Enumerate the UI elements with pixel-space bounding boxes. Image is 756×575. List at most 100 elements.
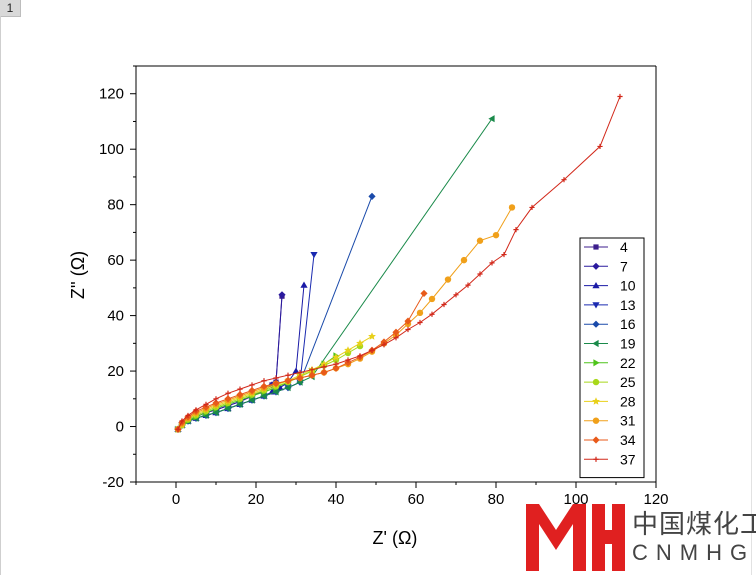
data-point-37-0 <box>175 426 181 432</box>
data-point-37-27 <box>477 271 483 277</box>
data-point-37-17 <box>357 353 363 359</box>
left-border <box>0 16 1 575</box>
data-point-34-21 <box>404 317 412 325</box>
data-point-37-34 <box>617 93 623 100</box>
logo-mark-icon <box>526 504 625 571</box>
data-point-37-5 <box>213 396 219 402</box>
y-tick-label-40: 40 <box>107 308 124 325</box>
data-point-34-15 <box>332 364 340 372</box>
legend-item-13: 13 <box>584 297 636 313</box>
data-point-13-13 <box>310 251 318 259</box>
data-point-7-12 <box>278 291 286 299</box>
data-point-19-7 <box>236 400 243 408</box>
x-tick-label-20: 20 <box>248 491 265 508</box>
legend-marker-28 <box>592 397 600 405</box>
y-tick-label-120: 120 <box>99 86 124 103</box>
x-tick-label-120: 120 <box>643 491 668 508</box>
legend-label-7: 7 <box>620 258 628 274</box>
data-point-37-29 <box>501 251 507 258</box>
data-point-34-5 <box>212 399 220 407</box>
page-tab-label: 1 <box>6 1 14 15</box>
legend-marker-31 <box>592 417 600 424</box>
data-point-37-10 <box>273 375 279 381</box>
data-point-19-6 <box>224 404 231 413</box>
legend-item-7: 7 <box>584 258 628 274</box>
data-point-34-6 <box>224 395 232 403</box>
x-axis-label: Z' (Ω) <box>373 528 418 548</box>
data-point-37-12 <box>297 369 303 376</box>
data-point-16-13 <box>368 192 376 200</box>
legend-item-25: 25 <box>584 374 636 390</box>
x-tick-label-60: 60 <box>408 491 425 508</box>
logo-english-text: CNMHG <box>632 540 756 565</box>
data-point-37-32 <box>561 177 567 183</box>
page-tab[interactable]: 1 <box>0 0 21 17</box>
data-point-19-11 <box>284 384 291 392</box>
y-tick-label-80: 80 <box>107 197 124 214</box>
data-point-31-27 <box>492 231 500 239</box>
x-tick-label-0: 0 <box>172 491 180 508</box>
data-point-37-4 <box>203 401 209 407</box>
legend-marker-34 <box>592 436 600 444</box>
x-tick-label-100: 100 <box>563 491 588 508</box>
data-point-37-15 <box>333 361 339 367</box>
right-border <box>751 0 752 575</box>
x-tick-label-80: 80 <box>488 491 505 508</box>
data-point-19-5 <box>212 409 219 417</box>
data-point-31-26 <box>476 237 484 244</box>
data-point-37-19 <box>381 342 387 348</box>
series-37 <box>175 93 623 432</box>
cnmhg-logo: 中国煤化工 CNMHG <box>522 500 756 575</box>
legend-label-4: 4 <box>620 239 628 255</box>
data-point-37-25 <box>453 292 459 298</box>
legend-marker-19 <box>592 339 599 348</box>
data-point-37-30 <box>513 227 519 233</box>
data-point-37-8 <box>249 382 255 388</box>
legend-label-16: 16 <box>620 316 636 332</box>
legend-label-10: 10 <box>620 278 636 294</box>
legend-item-19: 19 <box>584 336 636 352</box>
y-tick-label-60: 60 <box>107 252 124 269</box>
legend-label-34: 34 <box>620 432 636 448</box>
plot-area <box>136 66 656 482</box>
data-point-37-9 <box>261 378 267 384</box>
data-point-37-1 <box>179 418 185 424</box>
data-point-34-13 <box>308 371 316 379</box>
data-point-34-10 <box>272 379 280 388</box>
data-point-37-22 <box>417 319 423 326</box>
data-point-37-13 <box>309 367 315 373</box>
data-point-34-7 <box>236 391 244 399</box>
data-point-37-11 <box>285 372 291 378</box>
data-point-37-6 <box>225 390 231 396</box>
data-point-28-17 <box>356 339 364 347</box>
y-tick-label--20: -20 <box>102 474 124 491</box>
data-point-37-28 <box>489 260 495 266</box>
data-point-37-14 <box>321 364 327 370</box>
data-point-31-23 <box>428 295 436 303</box>
legend-item-37: 37 <box>584 451 636 467</box>
legend-marker-16 <box>592 320 600 328</box>
data-point-31-28 <box>508 204 516 211</box>
legend-item-22: 22 <box>584 355 636 371</box>
data-point-34-22 <box>420 289 428 298</box>
data-point-37-18 <box>369 347 375 353</box>
data-point-37-24 <box>441 301 447 308</box>
data-point-34-12 <box>296 374 304 382</box>
legend-label-25: 25 <box>620 374 636 390</box>
legend-label-37: 37 <box>620 451 636 467</box>
data-point-34-8 <box>248 386 256 395</box>
y-tick-label-20: 20 <box>107 363 124 380</box>
legend-item-28: 28 <box>584 393 636 409</box>
series-layer <box>174 93 623 433</box>
data-point-31-22 <box>416 309 424 317</box>
legend-item-4: 4 <box>584 239 628 255</box>
legend-label-19: 19 <box>620 336 636 352</box>
data-point-37-7 <box>237 386 243 392</box>
data-point-10-14 <box>300 281 308 288</box>
legend-label-31: 31 <box>620 413 636 429</box>
data-point-37-21 <box>405 326 411 333</box>
data-point-37-26 <box>465 282 471 288</box>
data-point-34-9 <box>260 382 268 390</box>
legend-item-16: 16 <box>584 316 636 332</box>
